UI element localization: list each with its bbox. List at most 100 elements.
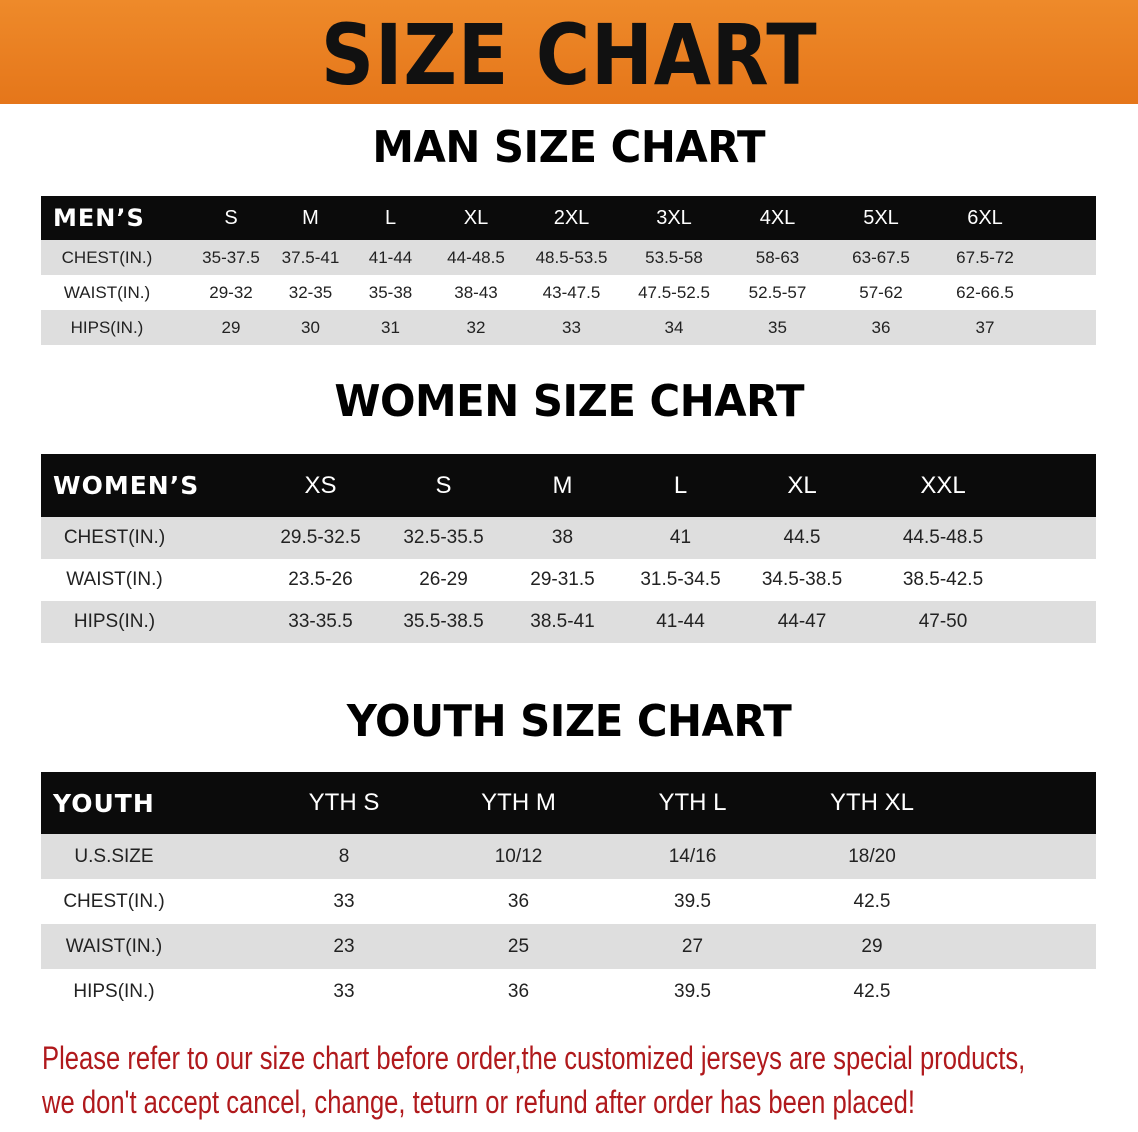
- table-cell: 41-44: [368, 247, 413, 267]
- row-label: HIPS(IN.): [70, 317, 144, 337]
- table-cell: 33: [562, 317, 581, 337]
- table-cell: 36: [507, 980, 530, 1002]
- table-cell: 44-47: [777, 611, 827, 632]
- table-row: HIPS(IN.) 33-35.5 35.5-38.5 38.5-41 41-44 44-…: [41, 601, 1096, 643]
- banner-title: SIZE CHART: [320, 6, 818, 104]
- table-cell: 25: [507, 935, 530, 957]
- table-cell: 29-31.5: [530, 569, 595, 590]
- size-chart-banner: SIZE CHART: [0, 0, 1138, 104]
- table-cell: 35-38: [368, 282, 413, 302]
- size-column-header: XS: [304, 471, 337, 499]
- row-label: U.S.SIZE: [74, 845, 154, 867]
- table-cell: 43-47.5: [542, 282, 601, 302]
- table-row: CHEST(IN.) 29.5-32.5 32.5-35.5 38 41 44.5 44.5…: [41, 517, 1096, 559]
- size-column-header: XXL: [920, 471, 966, 499]
- table-cell: 36: [507, 890, 530, 912]
- size-column-header: 2XL: [553, 206, 590, 229]
- table-cell: 58-63: [755, 247, 800, 267]
- table-cell: 32.5-35.5: [403, 527, 484, 548]
- women-size-table: WOMEN’S XS S M L XL XXL CHEST(IN.) 29.5-32.5 32.5…: [41, 454, 1096, 643]
- table-cell: 34: [664, 317, 684, 337]
- table-cell: 48.5-53.5: [535, 247, 608, 267]
- size-column-header: 4XL: [759, 206, 796, 229]
- table-row: HIPS(IN.) 29 30 31 32 33 34 35 36 37: [41, 310, 1096, 345]
- table-cell: 34.5-38.5: [761, 569, 843, 590]
- table-cell: 36: [871, 317, 891, 337]
- size-column-header: S: [224, 206, 238, 229]
- youth-size-table: YOUTH YTH S YTH M YTH L YTH XL U.S.SIZE 8 10/12…: [41, 772, 1096, 1014]
- size-column-header: YTH L: [658, 789, 727, 816]
- table-cell: 30: [301, 317, 320, 337]
- row-label: CHEST(IN.): [63, 890, 165, 912]
- size-column-header: 5XL: [863, 206, 899, 229]
- table-row: WAIST(IN.) 29-32 32-35 35-38 38-43 43-47.5 47.…: [41, 275, 1096, 310]
- table-cell: 29.5-32.5: [280, 527, 361, 548]
- table-cell: 53.5-58: [645, 247, 703, 267]
- youth-section-title: YOUTH SIZE CHART: [346, 696, 792, 747]
- table-cell: 44.5-48.5: [902, 527, 984, 548]
- table-cell: 42.5: [853, 890, 891, 912]
- table-cell: 47.5-52.5: [638, 282, 710, 302]
- table-cell: 35-37.5: [202, 247, 260, 267]
- table-cell: 32-35: [288, 282, 333, 302]
- table-cell: 44-48.5: [447, 247, 505, 267]
- size-column-header: L: [673, 471, 688, 499]
- table-cell: 57-62: [859, 282, 903, 302]
- table-cell: 41: [669, 527, 692, 548]
- table-cell: 38.5-41: [530, 611, 595, 632]
- header-label: MEN’S: [53, 204, 145, 232]
- table-cell: 37: [975, 317, 995, 337]
- size-column-header: M: [552, 471, 573, 499]
- table-cell: 14/16: [668, 845, 717, 867]
- table-header-row: YOUTH YTH S YTH M YTH L YTH XL: [41, 772, 1096, 834]
- table-cell: 33: [333, 890, 355, 912]
- row-label: CHEST(IN.): [61, 247, 153, 267]
- table-row: CHEST(IN.) 33 36 39.5 42.5: [41, 879, 1096, 924]
- table-row: WAIST(IN.) 23.5-26 26-29 29-31.5 31.5-34.5 34…: [41, 559, 1096, 601]
- size-column-header: XL: [463, 206, 489, 229]
- size-column-header: S: [435, 471, 452, 499]
- table-cell: 31: [381, 317, 400, 337]
- table-cell: 47-50: [918, 611, 968, 632]
- table-cell: 42.5: [853, 980, 891, 1002]
- table-cell: 26-29: [419, 569, 468, 590]
- table-cell: 52.5-57: [748, 282, 807, 302]
- table-cell: 39.5: [674, 980, 711, 1002]
- table-cell: 29: [861, 935, 883, 957]
- table-row: WAIST(IN.) 23 25 27 29: [41, 924, 1096, 969]
- row-label: CHEST(IN.): [63, 527, 166, 548]
- table-cell: 23: [333, 935, 355, 957]
- table-cell: 44.5: [783, 527, 821, 548]
- size-column-header: 3XL: [656, 206, 692, 229]
- table-row: CHEST(IN.) 35-37.5 37.5-41 41-44 44-48.5 48.5…: [41, 240, 1096, 275]
- table-cell: 33-35.5: [288, 611, 353, 632]
- row-label: WAIST(IN.): [63, 282, 151, 302]
- row-label: WAIST(IN.): [65, 935, 163, 957]
- size-column-header: YTH M: [481, 789, 556, 816]
- table-cell: 8: [338, 845, 350, 867]
- table-cell: 18/20: [848, 845, 896, 867]
- women-section-title: WOMEN SIZE CHART: [334, 376, 804, 427]
- size-column-header: YTH S: [308, 789, 380, 816]
- order-notice: Please refer to our size chart before or…: [42, 1036, 1098, 1124]
- table-header-row: MEN’S S M L XL 2XL 3XL 4XL 5XL 6XL: [41, 196, 1096, 240]
- header-label: YOUTH: [53, 788, 155, 818]
- table-cell: 39.5: [674, 890, 711, 912]
- table-cell: 38.5-42.5: [902, 569, 984, 590]
- table-row: HIPS(IN.) 33 36 39.5 42.5: [41, 969, 1096, 1014]
- size-column-header: 6XL: [967, 206, 1003, 229]
- table-cell: 37.5-41: [281, 247, 340, 267]
- table-header-row: WOMEN’S XS S M L XL XXL: [41, 454, 1096, 517]
- table-cell: 35: [768, 317, 787, 337]
- table-cell: 32: [466, 317, 486, 337]
- notice-line-1: Please refer to our size chart before or…: [42, 1040, 1026, 1076]
- table-cell: 67.5-72: [956, 247, 1014, 267]
- size-column-header: M: [302, 206, 319, 229]
- table-cell: 62-66.5: [956, 282, 1014, 302]
- table-cell: 63-67.5: [852, 247, 910, 267]
- size-column-header: YTH XL: [829, 789, 915, 816]
- table-cell: 27: [681, 935, 704, 957]
- table-cell: 33: [333, 980, 355, 1002]
- table-cell: 23.5-26: [288, 569, 353, 590]
- table-row: U.S.SIZE 8 10/12 14/16 18/20: [41, 834, 1096, 879]
